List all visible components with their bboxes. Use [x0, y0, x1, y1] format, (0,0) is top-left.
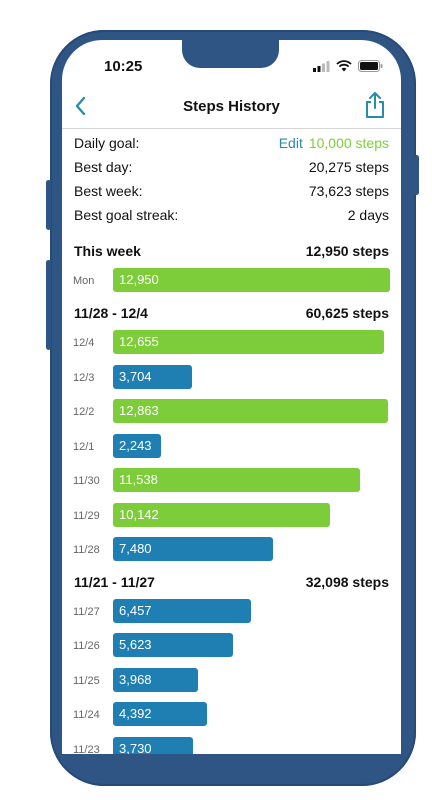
day-label: 12/4 — [73, 337, 95, 349]
day-steps-value: 11,538 — [119, 472, 158, 487]
status-bar: 10:25 — [62, 40, 401, 84]
day-steps-value: 12,655 — [119, 334, 159, 349]
page-title: Steps History — [183, 98, 280, 115]
notch — [182, 40, 279, 68]
day-label: 11/26 — [73, 640, 100, 652]
day-row[interactable]: 11/29 10,142 — [62, 503, 401, 529]
week-header: 11/21 - 11/27 32,098 steps — [74, 574, 389, 594]
edit-goal-link[interactable]: Edit — [278, 135, 303, 151]
battery-icon — [358, 60, 383, 72]
day-label: 11/27 — [73, 606, 100, 618]
day-row[interactable]: 11/30 11,538 — [62, 468, 401, 494]
day-steps-value: 3,704 — [119, 369, 152, 384]
day-label: 11/25 — [73, 675, 100, 687]
day-row[interactable]: 11/25 3,968 — [62, 668, 401, 694]
day-bar: 3,704 — [113, 365, 192, 389]
wifi-icon — [336, 60, 352, 72]
share-icon[interactable] — [361, 90, 389, 120]
signal-icon — [313, 60, 330, 72]
day-label: 11/28 — [73, 544, 100, 556]
day-bar: 2,243 — [113, 434, 161, 458]
week-title: This week — [74, 243, 141, 259]
day-bar: 12,655 — [113, 330, 384, 354]
back-chevron-icon[interactable] — [68, 92, 96, 120]
day-label: 11/23 — [73, 744, 100, 754]
day-bar: 11,538 — [113, 468, 360, 492]
day-row[interactable]: 12/3 3,704 — [62, 365, 401, 391]
day-bar: 5,623 — [113, 633, 233, 657]
day-row[interactable]: 11/23 3,730 — [62, 737, 401, 754]
day-label: 12/1 — [73, 441, 95, 453]
volume-up-button — [46, 180, 51, 230]
day-steps-value: 4,392 — [119, 706, 152, 721]
day-bar: 3,730 — [113, 737, 193, 754]
day-label: 11/29 — [73, 510, 100, 522]
week-header: This week 12,950 steps — [74, 243, 389, 263]
day-label: 12/3 — [73, 372, 95, 384]
day-steps-value: 12,950 — [119, 272, 159, 287]
nav-bar: Steps History — [62, 84, 401, 129]
day-row[interactable]: 11/27 6,457 — [62, 599, 401, 625]
day-bar: 3,968 — [113, 668, 198, 692]
day-steps-value: 6,457 — [119, 603, 152, 618]
day-steps-value: 3,968 — [119, 672, 152, 687]
best-week-value: 73,623 steps — [308, 183, 389, 199]
day-row[interactable]: 12/4 12,655 — [62, 330, 401, 356]
app-screen: 10:25 Steps History — [62, 40, 401, 754]
daily-goal-value-group: Edit 10,000 steps — [279, 135, 389, 151]
week-total: 60,625 steps — [305, 305, 389, 321]
best-streak-value: 2 days — [347, 207, 389, 223]
week-total: 12,950 steps — [305, 243, 389, 259]
week-title: 11/21 - 11/27 — [74, 574, 155, 590]
best-day-label: Best day: — [74, 159, 133, 175]
day-bar: 4,392 — [113, 702, 207, 726]
daily-goal-label: Daily goal: — [74, 135, 140, 151]
daily-goal-value: 10,000 steps — [308, 135, 389, 151]
status-time: 10:25 — [104, 58, 143, 75]
side-button-right — [414, 155, 419, 195]
day-steps-value: 10,142 — [119, 507, 159, 522]
day-steps-value: 7,480 — [119, 541, 152, 556]
day-row[interactable]: 12/2 12,863 — [62, 399, 401, 425]
day-steps-value: 5,623 — [119, 637, 152, 652]
volume-down-button — [46, 260, 51, 350]
day-label: Mon — [73, 275, 95, 287]
day-bar: 12,863 — [113, 399, 388, 423]
best-week-row: Best week: 73,623 steps — [74, 183, 389, 203]
week-title: 11/28 - 12/4 — [74, 305, 148, 321]
day-row[interactable]: 11/24 4,392 — [62, 702, 401, 728]
best-day-row: Best day: 20,275 steps — [74, 159, 389, 179]
day-bar: 7,480 — [113, 537, 273, 561]
best-day-value: 20,275 steps — [308, 159, 389, 175]
week-total: 32,098 steps — [305, 574, 389, 590]
daily-goal-row: Daily goal: Edit 10,000 steps — [74, 135, 389, 155]
history-content: Daily goal: Edit 10,000 steps Best day: 2… — [62, 129, 401, 754]
day-steps-value: 3,730 — [119, 741, 152, 754]
day-bar: 12,950 — [113, 268, 390, 292]
day-row[interactable]: 11/26 5,623 — [62, 633, 401, 659]
day-row[interactable]: 12/1 2,243 — [62, 434, 401, 460]
day-bar: 6,457 — [113, 599, 251, 623]
day-row[interactable]: Mon 12,950 — [62, 268, 401, 294]
day-label: 11/24 — [73, 709, 100, 721]
status-icons — [313, 60, 383, 72]
best-week-label: Best week: — [74, 183, 143, 199]
best-streak-row: Best goal streak: 2 days — [74, 207, 389, 227]
day-steps-value: 2,243 — [119, 438, 152, 453]
best-streak-label: Best goal streak: — [74, 207, 179, 223]
day-bar: 10,142 — [113, 503, 330, 527]
day-row[interactable]: 11/28 7,480 — [62, 537, 401, 563]
week-header: 11/28 - 12/4 60,625 steps — [74, 305, 389, 325]
day-label: 12/2 — [73, 406, 95, 418]
day-steps-value: 12,863 — [119, 403, 159, 418]
day-label: 11/30 — [73, 475, 100, 487]
